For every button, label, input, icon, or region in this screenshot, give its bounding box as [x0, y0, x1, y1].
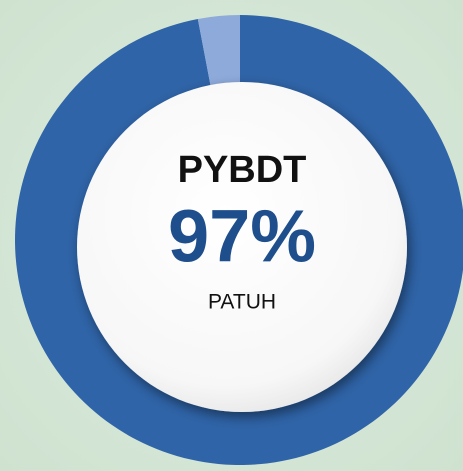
center-label: PATUH	[208, 291, 276, 314]
center-disc	[77, 82, 407, 412]
chart-title: PYBDT	[178, 149, 307, 191]
value-label: 97%	[168, 195, 316, 278]
